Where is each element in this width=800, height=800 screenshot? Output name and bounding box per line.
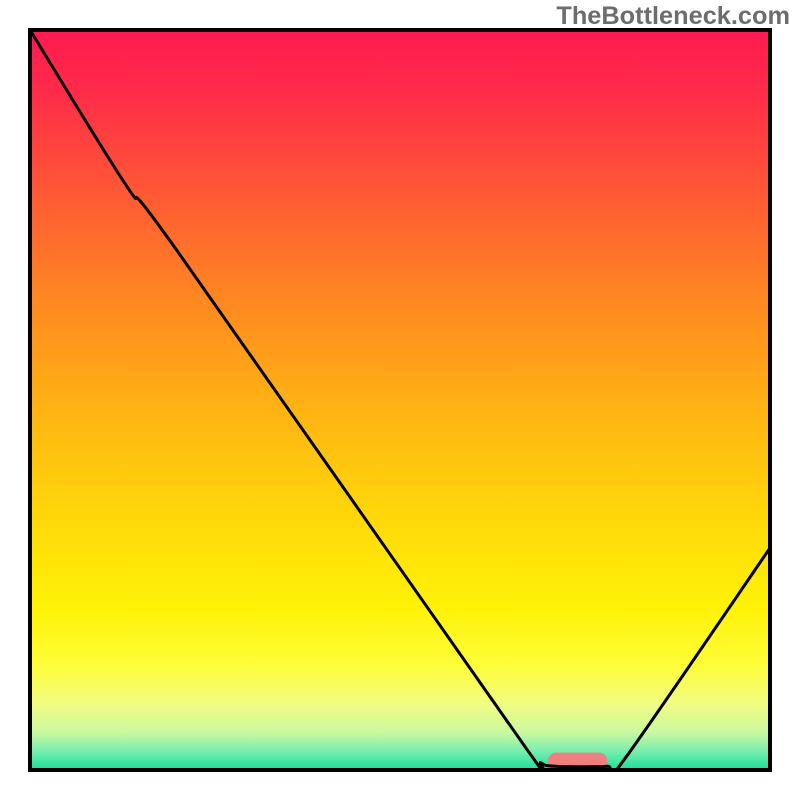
watermark-text: TheBottleneck.com xyxy=(556,2,790,31)
chart-wrapper: TheBottleneck.com xyxy=(0,0,800,800)
chart-gradient-background xyxy=(30,30,770,770)
bottleneck-chart xyxy=(0,0,800,800)
